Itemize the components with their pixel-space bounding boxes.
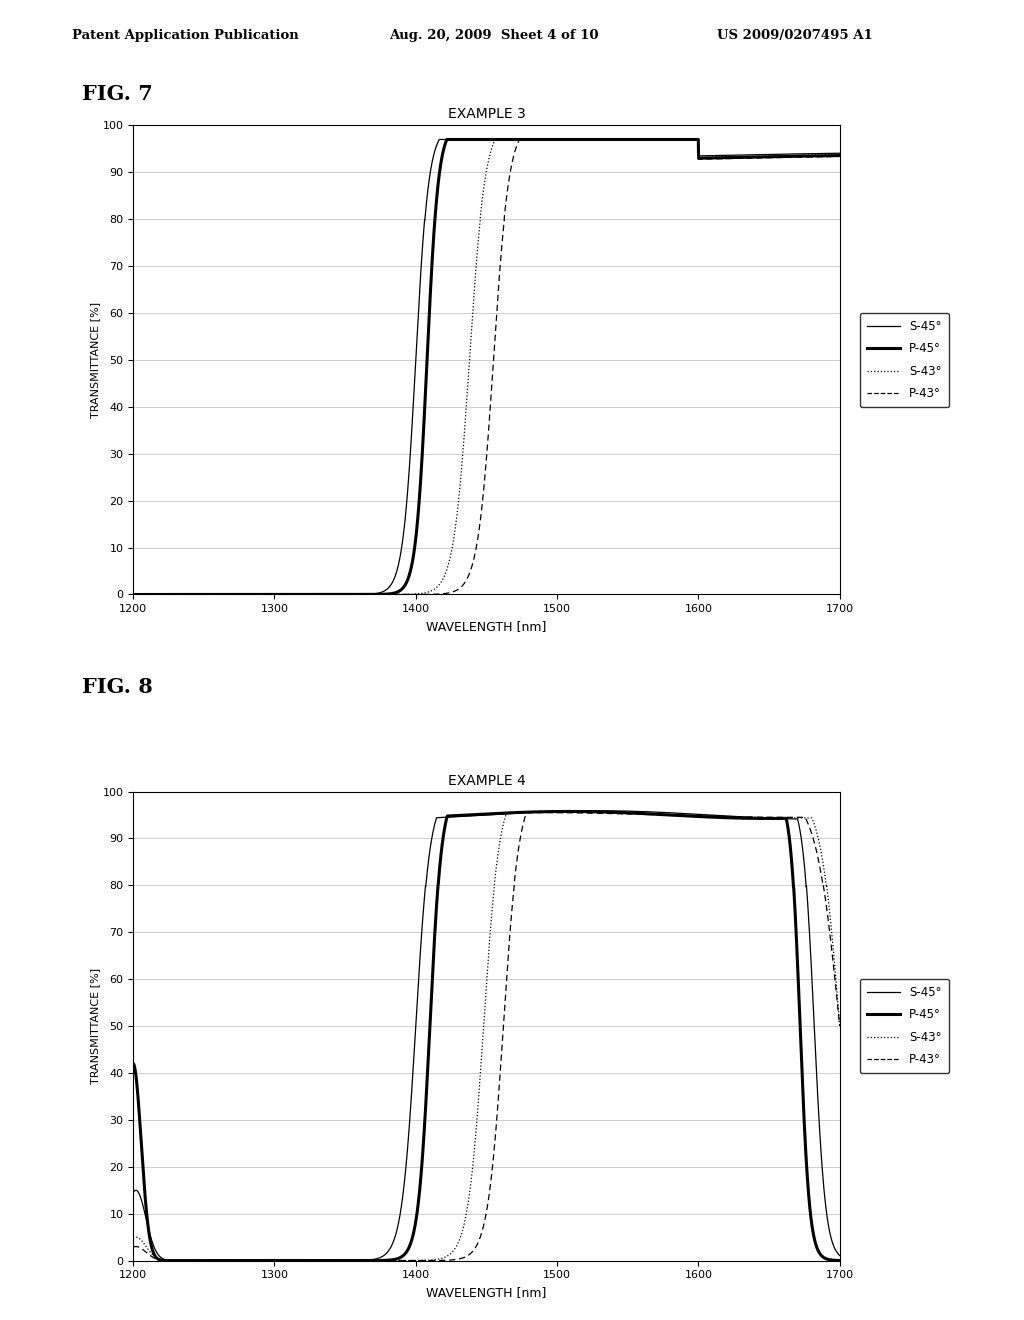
Text: Aug. 20, 2009  Sheet 4 of 10: Aug. 20, 2009 Sheet 4 of 10 xyxy=(389,29,599,42)
Text: US 2009/0207495 A1: US 2009/0207495 A1 xyxy=(717,29,872,42)
Text: FIG. 7: FIG. 7 xyxy=(82,84,153,104)
X-axis label: WAVELENGTH [nm]: WAVELENGTH [nm] xyxy=(426,1286,547,1299)
Title: EXAMPLE 3: EXAMPLE 3 xyxy=(447,107,525,121)
Title: EXAMPLE 4: EXAMPLE 4 xyxy=(447,774,525,788)
X-axis label: WAVELENGTH [nm]: WAVELENGTH [nm] xyxy=(426,620,547,632)
Y-axis label: TRANSMITTANCE [%]: TRANSMITTANCE [%] xyxy=(90,302,99,418)
Y-axis label: TRANSMITTANCE [%]: TRANSMITTANCE [%] xyxy=(90,968,99,1084)
Legend: S-45°, P-45°, S-43°, P-43°: S-45°, P-45°, S-43°, P-43° xyxy=(860,313,949,407)
Text: Patent Application Publication: Patent Application Publication xyxy=(72,29,298,42)
Text: FIG. 8: FIG. 8 xyxy=(82,677,153,697)
Legend: S-45°, P-45°, S-43°, P-43°: S-45°, P-45°, S-43°, P-43° xyxy=(860,979,949,1073)
